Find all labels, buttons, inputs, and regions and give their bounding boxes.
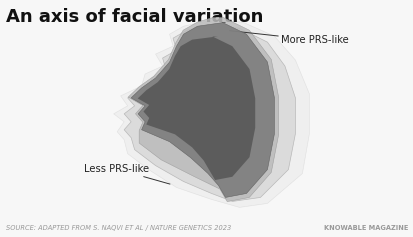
Text: KNOWABLE MAGAZINE: KNOWABLE MAGAZINE	[323, 225, 408, 231]
Polygon shape	[138, 36, 254, 180]
Polygon shape	[124, 26, 295, 201]
Polygon shape	[131, 22, 274, 197]
Text: More PRS-like: More PRS-like	[229, 31, 348, 45]
Text: An axis of facial variation: An axis of facial variation	[5, 9, 262, 26]
Polygon shape	[114, 20, 309, 207]
Text: Less PRS-like: Less PRS-like	[83, 164, 170, 184]
Text: SOURCE: ADAPTED FROM S. NAQVI ET AL / NATURE GENETICS 2023: SOURCE: ADAPTED FROM S. NAQVI ET AL / NA…	[5, 225, 230, 231]
Polygon shape	[128, 18, 278, 202]
